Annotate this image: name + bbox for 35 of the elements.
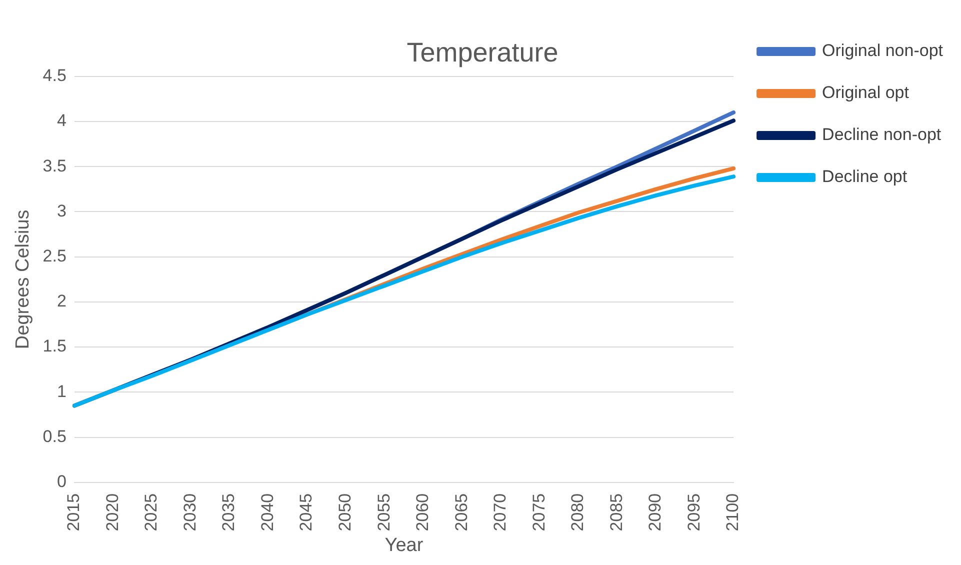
x-tick-label: 2015 — [64, 493, 84, 532]
x-tick-label: 2060 — [413, 493, 432, 532]
x-tick-label: 2080 — [568, 493, 588, 532]
x-tick-label: 2050 — [336, 493, 355, 532]
x-tick-label: 2065 — [452, 493, 471, 532]
x-tick-label: 2020 — [102, 493, 122, 532]
x-tick-label: 2100 — [723, 493, 742, 532]
x-tick-label: 2090 — [646, 493, 665, 532]
legend-label: Original opt — [822, 83, 910, 102]
y-tick-label: 3 — [56, 201, 66, 220]
x-tick-label: 2075 — [529, 493, 548, 532]
legend-label: Decline opt — [822, 167, 908, 186]
x-tick-label: 2045 — [296, 493, 316, 532]
y-tick-label: 1 — [56, 382, 66, 401]
x-tick-label: 2070 — [490, 493, 510, 532]
y-tick-label: 3.5 — [42, 156, 66, 176]
x-tick-label: 2085 — [606, 493, 626, 532]
x-tick-label: 2040 — [258, 493, 277, 532]
x-tick-label: 2025 — [142, 493, 161, 532]
x-axis-title: Year — [384, 534, 424, 556]
x-tick-label: 2030 — [180, 493, 200, 532]
y-axis-title: Degrees Celsius — [12, 210, 34, 350]
y-tick-label: 4.5 — [42, 66, 66, 86]
y-tick-label: 0 — [56, 472, 66, 492]
y-tick-label: 4 — [56, 111, 66, 130]
x-tick-label: 2055 — [374, 493, 394, 532]
x-tick-label: 2095 — [684, 493, 704, 532]
x-tick-label: 2035 — [219, 493, 238, 532]
legend-label: Decline non-opt — [822, 125, 942, 144]
y-tick-label: 2 — [56, 292, 66, 311]
chart-title: Temperature — [406, 38, 558, 68]
y-tick-label: 1.5 — [42, 336, 66, 356]
y-tick-label: 2.5 — [42, 246, 66, 266]
y-tick-label: 0.5 — [42, 426, 66, 446]
legend-label: Original non-opt — [822, 41, 944, 60]
